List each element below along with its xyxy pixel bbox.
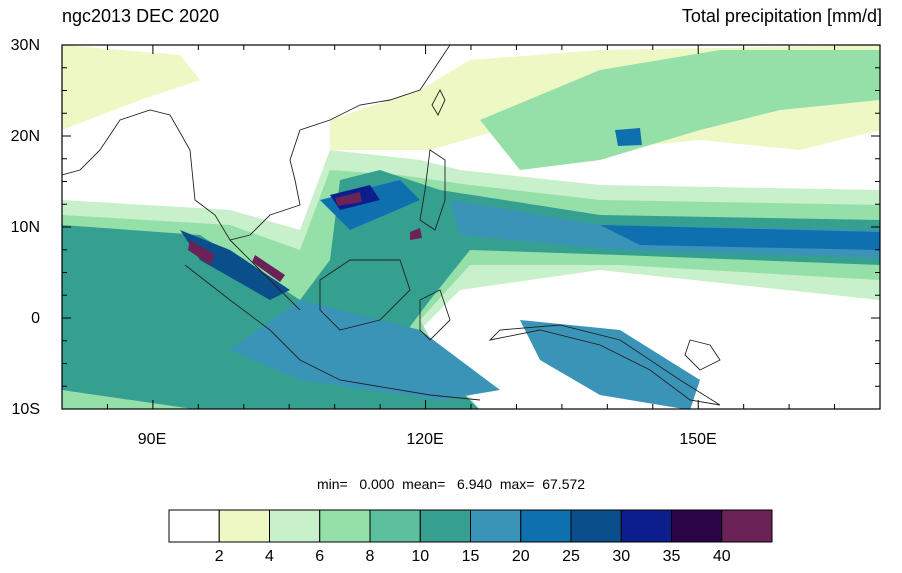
lon-label-120e: 120E (406, 431, 444, 448)
colorbar-tick-label: 2 (214, 548, 224, 565)
colorbar-tick-label: 40 (712, 548, 731, 565)
colorbar (168, 509, 773, 543)
colorbar-swatch (369, 509, 421, 543)
colorbar-tick-label: 4 (265, 548, 274, 565)
colorbar-swatch (319, 509, 371, 543)
variable-title: Total precipitation [mm/d] (681, 6, 882, 26)
lon-label-90e: 90E (137, 431, 167, 448)
map-title: ngc2013 DEC 2020 (62, 6, 220, 26)
colorbar-tick-label: 35 (662, 548, 681, 565)
colorbar-swatch (218, 509, 270, 543)
colorbar-tick-label: 25 (562, 548, 580, 565)
colorbar-tick-label: 15 (461, 548, 480, 565)
colorbar-swatch (671, 509, 723, 543)
lat-label-10s: 10S (11, 401, 40, 418)
lat-label-0: 0 (31, 310, 40, 327)
colorbar-swatch (721, 509, 773, 543)
colorbar-swatch (570, 509, 622, 543)
lat-label-20n: 20N (10, 128, 40, 145)
lat-label-30n: 30N (10, 37, 40, 54)
lon-label-150e: 150E (679, 431, 717, 448)
colorbar-swatch (168, 509, 220, 543)
colorbar-tick-label: 20 (511, 548, 530, 565)
colorbar-swatch (520, 509, 572, 543)
colorbar-swatch (470, 509, 522, 543)
colorbar-swatch (620, 509, 672, 543)
colorbar-swatch (269, 509, 321, 543)
colorbar-tick-label: 10 (411, 548, 430, 565)
field-statistics: min= 0.000 mean= 6.940 max= 67.572 (316, 476, 586, 492)
colorbar-tick-label: 6 (315, 548, 325, 565)
colorbar-tick-label: 8 (365, 548, 375, 565)
precipitation-field (62, 45, 880, 409)
colorbar-swatch (419, 509, 471, 543)
axis-ticks (61, 44, 881, 410)
colorbar-tick-label: 30 (612, 548, 631, 565)
lat-label-10n: 10N (10, 219, 40, 236)
